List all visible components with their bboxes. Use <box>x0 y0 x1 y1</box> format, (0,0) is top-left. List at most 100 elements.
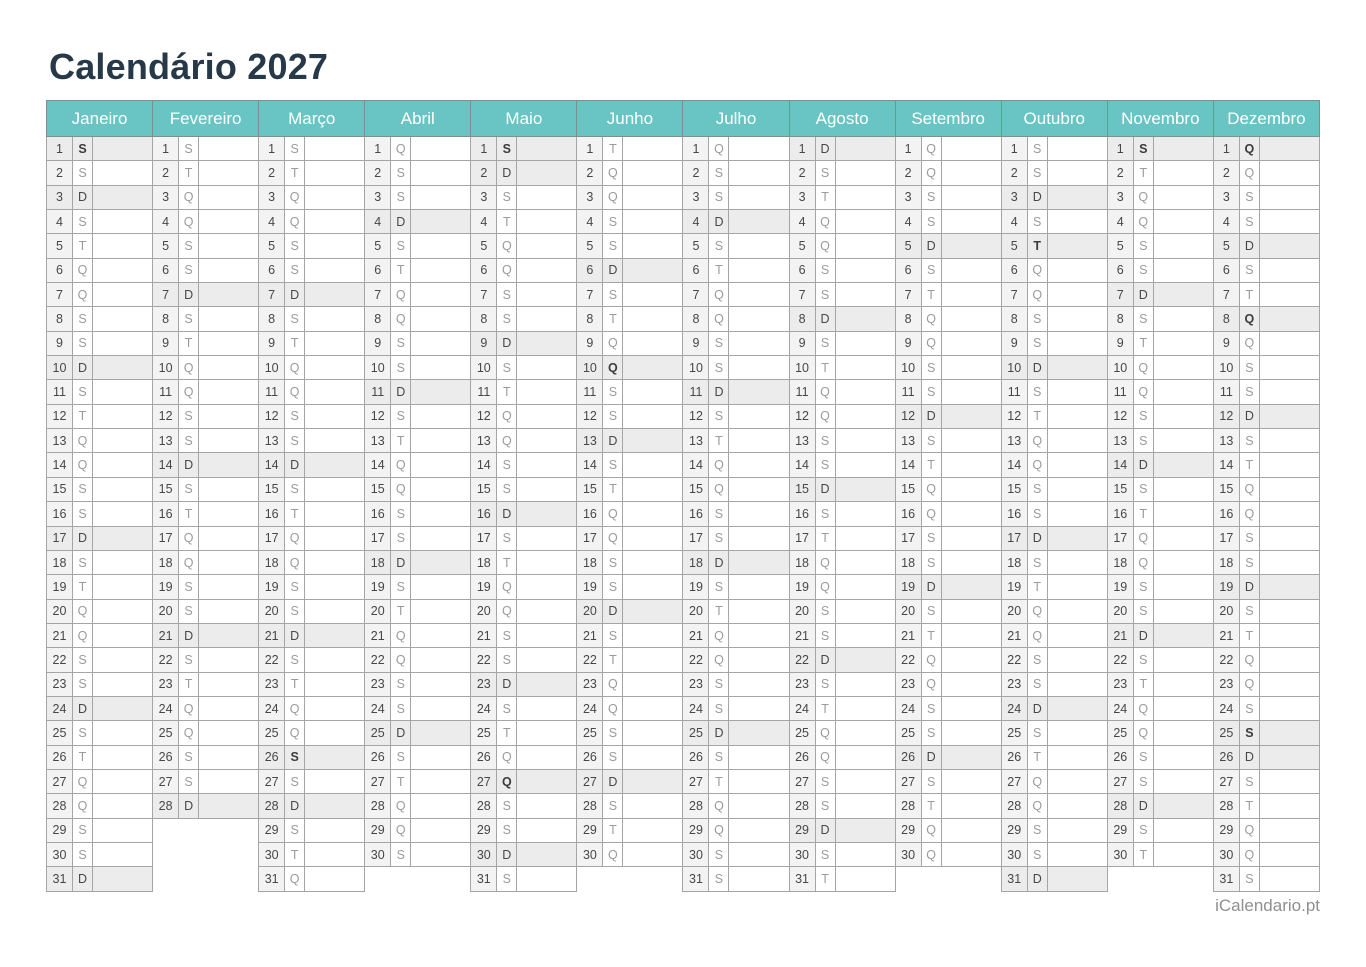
day-notes <box>305 648 366 672</box>
day-letter: S <box>179 477 200 502</box>
day-row: 10 Q <box>1106 356 1214 381</box>
day-number: 20 <box>682 599 710 623</box>
day-row: 18 Q <box>258 550 366 576</box>
day-row: 25 D <box>682 721 790 746</box>
day-notes <box>729 404 790 429</box>
day-notes <box>1047 161 1108 185</box>
day-letter: D <box>603 769 624 794</box>
day-letter: S <box>815 161 836 185</box>
day-letter: Q <box>179 721 200 745</box>
day-row: 27 S <box>788 769 896 795</box>
day-letter: D <box>497 331 518 356</box>
day-number: 11 <box>152 380 180 404</box>
day-notes <box>305 867 366 891</box>
day-number: 18 <box>1106 550 1134 575</box>
day-number: 2 <box>1000 161 1028 185</box>
day-letter: D <box>179 623 200 648</box>
day-notes <box>93 794 154 818</box>
day-number: 26 <box>682 745 710 769</box>
day-number: 29 <box>364 818 392 842</box>
day-notes <box>517 161 578 185</box>
day-letter: Q <box>391 648 412 672</box>
day-letter: T <box>179 331 200 356</box>
day-number: 17 <box>1000 526 1028 550</box>
day-notes <box>623 331 684 356</box>
day-row: 11 T <box>470 380 578 405</box>
day-number: 4 <box>46 210 73 234</box>
day-row: 24 Q <box>152 696 260 722</box>
day-number: 21 <box>682 623 710 648</box>
day-notes <box>93 210 154 234</box>
day-letter: Q <box>179 526 200 550</box>
day-notes <box>835 696 896 721</box>
day-notes <box>1259 137 1320 161</box>
day-number: 26 <box>576 745 604 769</box>
day-number: 12 <box>364 404 392 429</box>
day-letter: T <box>921 453 942 477</box>
day-notes <box>517 867 578 891</box>
day-row: 13 Q <box>46 429 154 454</box>
day-notes <box>1153 648 1214 672</box>
day-notes <box>1153 721 1214 745</box>
day-number: 21 <box>576 623 604 648</box>
day-row: 27 Q <box>470 769 578 795</box>
day-letter: S <box>815 258 836 283</box>
day-row: 16 S <box>682 502 790 527</box>
day-letter: S <box>1133 648 1154 672</box>
day-number: 29 <box>894 818 922 842</box>
day-number: 27 <box>46 769 73 794</box>
day-notes <box>941 258 1002 283</box>
day-row: 30 S <box>46 842 154 868</box>
day-number: 28 <box>364 794 392 818</box>
day-letter: T <box>73 404 93 429</box>
day-letter: S <box>179 234 200 258</box>
day-letter: S <box>1027 137 1048 161</box>
day-number: 9 <box>364 331 392 356</box>
day-number: 5 <box>1106 234 1134 258</box>
day-number: 20 <box>1000 599 1028 623</box>
day-row: 19 T <box>1000 575 1108 600</box>
day-row: 24 D <box>1000 696 1108 722</box>
day-letter: T <box>285 161 306 185</box>
day-number: 10 <box>1106 356 1134 380</box>
day-number: 10 <box>788 356 816 380</box>
day-notes <box>93 380 154 404</box>
month-header: Abril <box>364 100 472 137</box>
day-number: 31 <box>1000 867 1028 891</box>
day-letter: Q <box>391 818 412 842</box>
day-notes <box>941 769 1002 794</box>
day-number: 3 <box>682 185 710 210</box>
day-number: 10 <box>682 356 710 380</box>
day-number: 2 <box>682 161 710 185</box>
day-letter: Q <box>285 696 306 721</box>
day-number: 18 <box>894 550 922 575</box>
day-number: 18 <box>258 550 286 575</box>
day-letter: S <box>1027 818 1048 842</box>
day-number: 3 <box>576 185 604 210</box>
day-number: 20 <box>894 599 922 623</box>
day-letter: S <box>497 307 518 331</box>
day-row: 11 Q <box>788 380 896 405</box>
day-letter: T <box>1133 502 1154 526</box>
day-notes <box>411 137 472 161</box>
day-letter: S <box>497 648 518 672</box>
day-row: 22 S <box>1000 648 1108 673</box>
day-row: 17 D <box>1000 526 1108 551</box>
day-row: 17 D <box>46 526 154 551</box>
day-row: 29 Q <box>364 818 472 843</box>
day-number: 3 <box>1212 185 1240 210</box>
day-notes <box>729 696 790 721</box>
day-notes <box>729 818 790 842</box>
day-letter: T <box>1133 331 1154 356</box>
day-letter: Q <box>815 575 836 599</box>
day-number: 21 <box>470 623 498 648</box>
day-row: 30 Q <box>1212 842 1320 868</box>
day-notes <box>729 575 790 599</box>
day-notes <box>199 331 260 356</box>
day-number: 9 <box>152 331 180 356</box>
day-number: 1 <box>1106 137 1134 161</box>
